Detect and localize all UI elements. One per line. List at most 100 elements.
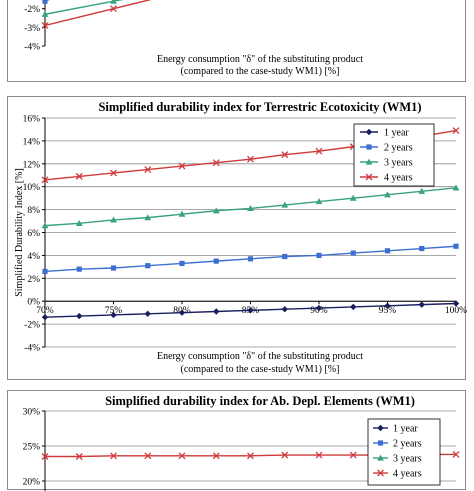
x-tick-label: 70% <box>36 306 54 316</box>
data-point-3-4 <box>178 452 186 460</box>
data-point-3-1 <box>75 453 83 460</box>
chart-panel-ab-depl-elements: Simplified durability index for Ab. Depl… <box>7 390 466 491</box>
data-point-3-6 <box>247 155 254 163</box>
data-point-0-5 <box>213 308 220 315</box>
data-point-1-8 <box>316 252 322 258</box>
data-point-1-1 <box>76 266 82 272</box>
chart-panel-top: -2% -3% -4% Energy consumption "δ" of the s… <box>7 0 466 82</box>
data-point-0-9 <box>350 303 357 311</box>
legend-marker-2 <box>365 158 373 165</box>
y-tick-label: 20% <box>23 478 41 488</box>
data-point-1-7 <box>282 253 288 260</box>
data-point-0-8 <box>315 304 323 312</box>
x-tick-label: 75% <box>105 306 123 316</box>
data-point-2-4 <box>178 210 186 217</box>
y-tick-label: 16% <box>23 115 41 125</box>
data-point-3-0 <box>41 176 49 184</box>
data-point-2-0 <box>41 222 49 229</box>
x-axis-title-line2: (compared to the case-study WM1) [%] <box>181 364 340 375</box>
data-point-1-0 <box>41 10 49 17</box>
data-point-2-11 <box>418 187 426 194</box>
y-tick-label: 12% <box>23 160 41 170</box>
data-point-1-3 <box>145 263 151 269</box>
data-point-1-2 <box>110 265 117 271</box>
data-point-0-11 <box>418 301 425 308</box>
y-tick-label: -3% <box>24 24 40 34</box>
data-point-2-0 <box>41 22 49 29</box>
chart-mid-svg: Simplified durability index for Terrestr… <box>14 100 467 375</box>
data-point-0-6 <box>247 307 254 314</box>
data-point-2-6 <box>247 205 254 212</box>
y-tick-label: 0% <box>27 298 40 308</box>
data-point-2-3 <box>144 214 152 221</box>
legend-label-1: 2 years <box>384 143 413 154</box>
y-tick-label: -4% <box>24 344 40 354</box>
series-line-0 <box>45 0 50 2</box>
y-axis-title: Simplified Durability Index [%] <box>14 168 25 297</box>
chart-title: Simplified durability index for Terrestr… <box>98 100 421 114</box>
data-point-1-10 <box>384 248 391 254</box>
data-point-1-4 <box>179 260 185 267</box>
legend-label-0: 1 year <box>384 128 409 139</box>
legend-label-2: 3 years <box>393 454 422 465</box>
legend-marker-1 <box>377 440 384 446</box>
y-tick-label: 8% <box>27 206 40 216</box>
data-point-3-1 <box>75 172 83 180</box>
data-point-3-9 <box>349 451 357 459</box>
legend-label-2: 3 years <box>384 158 413 169</box>
chart-top-svg: -2% -3% -4% Energy consumption "δ" of the s… <box>24 0 363 77</box>
chart-bot-svg: Simplified durability index for Ab. Depl… <box>23 394 460 491</box>
chart-panel-terrestric-ecotoxicity: Simplified durability index for Terrestr… <box>7 96 467 380</box>
data-point-2-1 <box>75 219 83 226</box>
data-point-2-2 <box>110 216 117 223</box>
y-tick-label: -2% <box>24 5 40 15</box>
legend-label-3: 4 years <box>384 173 413 184</box>
y-tick-label: 10% <box>23 183 41 193</box>
x-axis-title-line2: (compared to the case-study WM1) [%] <box>181 66 340 77</box>
legend-label-0: 1 year <box>393 424 418 435</box>
legend-marker-1 <box>366 144 372 150</box>
data-point-1-1 <box>110 0 117 4</box>
data-point-3-8 <box>315 451 323 459</box>
data-point-2-7 <box>281 201 289 208</box>
data-point-3-5 <box>212 159 220 167</box>
legend-label-3: 4 years <box>393 469 422 480</box>
x-axis-title: Energy consumption "δ" of the substituti… <box>157 351 363 362</box>
x-tick-label: 100% <box>445 306 467 316</box>
legend-marker-3 <box>365 173 373 181</box>
legend-marker-0 <box>377 424 384 432</box>
data-point-1-12 <box>453 243 459 249</box>
y-tick-label: 2% <box>27 275 40 285</box>
data-point-3-3 <box>144 166 152 173</box>
data-point-3-2 <box>110 169 117 177</box>
y-tick-label: 25% <box>23 443 41 453</box>
x-axis-title: Energy consumption "δ" of the substituti… <box>157 54 363 65</box>
data-point-3-5 <box>212 452 220 460</box>
data-point-1-0 <box>42 268 48 275</box>
data-point-2-12 <box>452 184 460 191</box>
data-point-0-12 <box>452 300 460 307</box>
data-point-0-7 <box>281 306 288 313</box>
data-point-3-12 <box>452 127 460 135</box>
y-tick-label: -4% <box>24 43 40 53</box>
data-point-3-7 <box>281 151 289 159</box>
data-point-2-10 <box>384 191 391 198</box>
data-point-3-4 <box>178 162 186 170</box>
data-point-3-2 <box>110 452 117 460</box>
data-point-3-6 <box>247 452 254 460</box>
x-tick-label: 95% <box>379 306 397 316</box>
data-point-2-1 <box>110 5 117 13</box>
y-tick-label: -2% <box>24 321 40 331</box>
y-tick-label: 30% <box>23 408 41 418</box>
chart-title: Simplified durability index for Ab. Depl… <box>105 394 415 408</box>
data-point-0-3 <box>144 310 151 317</box>
y-tick-label: 4% <box>27 252 40 262</box>
legend-label-1: 2 years <box>393 439 422 450</box>
data-point-2-8 <box>315 198 323 205</box>
data-point-2-5 <box>212 207 220 214</box>
data-point-1-11 <box>419 245 425 252</box>
data-point-3-8 <box>315 147 323 155</box>
data-point-1-5 <box>213 258 219 264</box>
data-point-1-6 <box>247 256 254 262</box>
data-point-2-9 <box>349 194 357 201</box>
